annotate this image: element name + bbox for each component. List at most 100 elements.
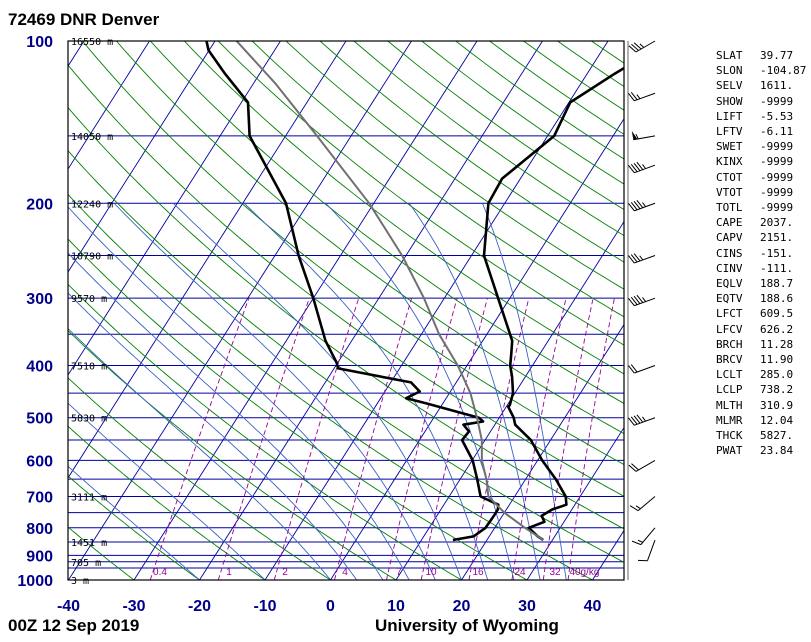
index-key: LFCT (716, 307, 743, 321)
index-value: 23.84 (760, 444, 794, 458)
index-row: CINS -151. (716, 246, 806, 261)
moist-adiabat (68, 292, 358, 580)
pressure-tick-label: 1000 (17, 573, 53, 590)
dry-adiabat (68, 106, 624, 530)
temperature-profile (482, 66, 624, 542)
pressure-tick-label: 800 (26, 521, 53, 538)
dry-adiabat (285, 41, 624, 290)
isotherm-line (68, 41, 150, 170)
height-label: 1451 m (71, 538, 107, 549)
dry-adiabat (68, 149, 624, 563)
index-value: -111. (760, 261, 794, 275)
index-value: 2151. (760, 231, 794, 245)
dry-adiabat (68, 193, 593, 580)
index-key: TOTL (716, 201, 743, 215)
isotherm-line (461, 323, 624, 580)
index-row: SWET -9999 (716, 139, 806, 154)
data-source: University of Wyoming (375, 616, 559, 635)
index-row: TOTL -9999 (716, 200, 806, 215)
temperature-tick-label: 10 (387, 598, 405, 615)
isotherm-line (395, 220, 624, 580)
mixing-ratio-label: 16 (472, 567, 484, 578)
dry-adiabat (68, 64, 624, 497)
dry-adiabat (82, 41, 624, 466)
index-key: SHOW (716, 94, 743, 108)
index-value: 738.2 (760, 383, 794, 397)
index-row: CINV -111. (716, 261, 806, 276)
mixing-ratio-line (386, 298, 458, 580)
stability-indices-table: SLAT 39.77 SLON -104.87 SELV 1611. SHOW -9999 LI… (716, 48, 806, 458)
pressure-tick-label: 100 (26, 34, 53, 51)
mixing-ratio-label: 7 (396, 567, 402, 578)
index-value: 310.9 (760, 398, 794, 412)
mixing-ratio-line (217, 298, 310, 580)
index-key: CINV (716, 261, 743, 275)
isotherm-line (199, 41, 543, 580)
temperature-tick-label: -10 (253, 598, 276, 615)
wind-barb (628, 294, 656, 307)
index-key: CTOT (716, 170, 743, 184)
index-row: MLTH 310.9 (716, 398, 806, 413)
pressure-tick-label: 900 (26, 548, 53, 565)
index-row: CAPV 2151. (716, 230, 806, 245)
index-value: -9999 (760, 201, 794, 215)
isotherm-line (264, 41, 609, 580)
index-key: PWAT (716, 444, 743, 458)
wind-barb (631, 130, 656, 141)
height-label: 7510 m (71, 362, 107, 373)
index-value: 188.6 (760, 292, 794, 306)
moist-adiabat (172, 202, 462, 580)
mixing-ratio-label: 0.4 (153, 567, 167, 578)
mixing-ratio-label: 40 (569, 567, 581, 578)
index-key: MLMR (716, 413, 743, 427)
index-value: -104.87 (760, 64, 807, 78)
index-row: EQLV 188.7 (716, 276, 806, 291)
isotherm-line (0, 41, 19, 580)
index-row: SLAT 39.77 (716, 48, 806, 63)
dry-adiabat (319, 41, 624, 263)
index-value: 626.2 (760, 322, 794, 336)
chart-title: 72469 DNR Denver (8, 10, 160, 29)
index-value: -5.53 (760, 109, 794, 123)
index-key: THCK (716, 429, 743, 443)
dry-adiabat (68, 425, 266, 580)
mixing-ratio-label: 4 (342, 567, 348, 578)
index-key: EQTV (716, 292, 743, 306)
isotherm-line (68, 41, 347, 479)
index-key: SLON (716, 64, 743, 78)
mixing-ratio-label: 32 (549, 567, 561, 578)
index-key: LCLP (716, 383, 743, 397)
index-row: BRCH 11.28 (716, 337, 806, 352)
index-value: -9999 (760, 94, 794, 108)
index-row: CTOT -9999 (716, 170, 806, 185)
index-row: VTOT -9999 (716, 185, 806, 200)
index-row: CAPE 2037. (716, 215, 806, 230)
mixing-ratio-line (468, 298, 530, 580)
index-key: CAPE (716, 216, 743, 230)
mixing-ratio-line (567, 298, 615, 580)
pressure-tick-label: 500 (26, 411, 53, 428)
index-row: BRCV 11.90 (716, 352, 806, 367)
moist-adiabat (113, 202, 436, 580)
dry-adiabat (68, 377, 331, 580)
moist-adiabat (481, 203, 567, 580)
pressure-tick-label: 300 (26, 291, 53, 308)
index-row: SLON -104.87 (716, 63, 806, 78)
index-value: 609.5 (760, 307, 794, 321)
temperature-tick-label: 40 (584, 598, 602, 615)
mixing-ratio-line (334, 298, 413, 580)
dry-adiabat (183, 41, 624, 375)
wind-barb (628, 91, 656, 102)
index-value: -151. (760, 246, 794, 260)
mixing-ratio-label: g/kg (581, 567, 600, 578)
isotherm-line (68, 41, 216, 273)
height-label: 12240 m (71, 199, 113, 210)
index-key: MLTH (716, 398, 743, 412)
index-key: LCLT (716, 368, 743, 382)
dry-adiabat (149, 41, 624, 404)
index-key: LFTV (716, 125, 743, 139)
mixing-ratio-label: 10 (425, 567, 437, 578)
isotherm-line (526, 426, 624, 580)
mixing-ratio-label: 2 (282, 567, 288, 578)
